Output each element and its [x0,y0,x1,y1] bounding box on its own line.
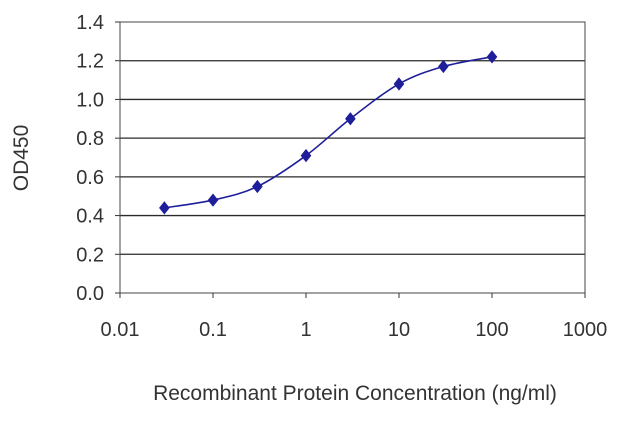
x-tick-label: 100 [475,319,508,341]
x-tick-label: 10 [388,319,410,341]
data-point [300,148,312,163]
plot-border [119,21,586,294]
series-line [164,56,493,209]
y-tick-label: 1.0 [76,89,104,111]
x-tick-label: 1 [300,319,311,341]
y-tick-label: 0.6 [76,167,104,189]
tick-labels: 0.0 0.2 0.4 0.6 0.8 1.0 1.2 1.4 0.01 0.1 1 10 100 100… [76,12,607,341]
x-tick-label: 1000 [563,319,608,341]
y-tick-label: 0.4 [76,206,104,228]
plot-frame [115,21,586,298]
data-series [159,50,498,215]
y-axis-title: OD450 [10,125,33,192]
y-tick-label: 1.2 [76,51,104,73]
y-tick-label: 0.8 [76,128,104,150]
x-tick-label: 0.01 [101,319,140,341]
y-tick-label: 0.0 [76,283,104,305]
data-point [345,112,356,126]
data-point [159,201,170,215]
data-point [393,77,405,91]
gridlines [120,60,585,255]
y-tick-label: 1.4 [76,12,104,34]
y-tick-label: 0.2 [76,244,104,266]
data-point [438,59,449,74]
data-point [252,179,263,194]
data-point [486,50,498,64]
x-tick-label: 0.1 [199,319,227,341]
x-axis-title: Recombinant Protein Concentration (ng/ml… [153,382,557,405]
data-point [207,193,219,207]
